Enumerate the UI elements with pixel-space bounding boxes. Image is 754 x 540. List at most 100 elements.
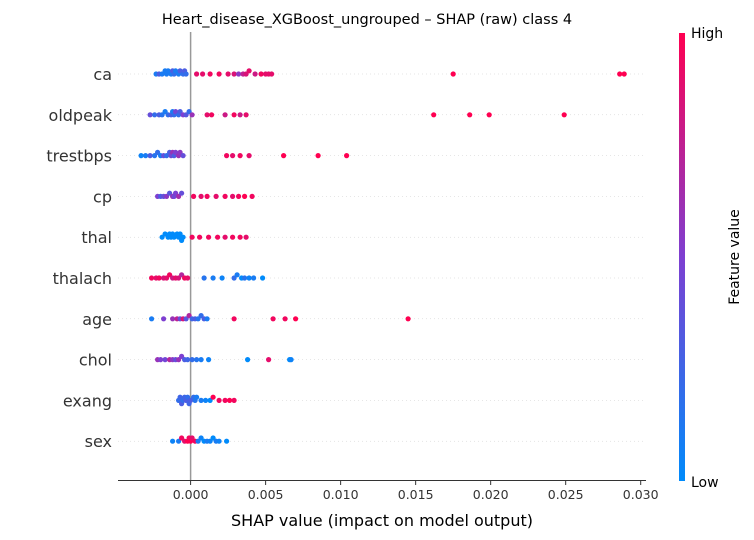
feature-label-exang: exang [63, 391, 112, 410]
shap-point-ca [200, 71, 206, 77]
shap-point-ca [450, 71, 456, 77]
shap-point-exang [194, 394, 200, 400]
shap-point-oldpeak [243, 112, 249, 118]
x-ticks: 0.000 0.005 0.010 0.015 0.020 0.025 0.030 [173, 480, 659, 502]
x-axis-label: SHAP value (impact on model output) [231, 511, 533, 530]
shap-point-thalach [219, 275, 225, 281]
shap-point-cp [230, 193, 236, 199]
x-tick-label: 0.005 [248, 487, 284, 502]
shap-point-thalach [251, 275, 257, 281]
shap-point-age [293, 316, 299, 322]
colorbar-high-label: High [691, 26, 723, 42]
x-tick-label: 0.030 [623, 487, 659, 502]
shap-point-oldpeak [222, 112, 228, 118]
shap-point-age [405, 316, 411, 322]
shap-point-exang [227, 397, 233, 403]
row-gridlines [118, 73, 646, 442]
shap-point-trestbps [281, 153, 287, 159]
shap-point-chol [206, 357, 212, 363]
shap-point-trestbps [138, 153, 144, 159]
shap-point-thalach [156, 275, 162, 281]
colorbar-title: Feature value [727, 209, 743, 305]
colorbar [679, 33, 685, 481]
points-layer [138, 68, 627, 444]
colorbar-low-label: Low [691, 475, 719, 491]
shap-point-trestbps [143, 153, 149, 159]
shap-point-cp [204, 193, 210, 199]
shap-point-chol [198, 357, 204, 363]
shap-point-ca [252, 71, 258, 77]
x-tick-label: 0.015 [398, 487, 434, 502]
shap-point-thal [222, 234, 228, 240]
shap-point-oldpeak [189, 112, 195, 118]
feature-labels: ca oldpeak trestbps cp thal thalach age chol exa… [46, 65, 112, 451]
shap-point-thalach [210, 275, 216, 281]
shap-point-sex [224, 438, 230, 444]
shap-point-oldpeak [152, 112, 158, 118]
shap-point-cp [191, 193, 197, 199]
shap-point-thalach [260, 275, 266, 281]
shap-point-thal [180, 234, 186, 240]
shap-point-oldpeak [237, 112, 243, 118]
feature-label-age: age [82, 310, 112, 329]
shap-point-ca [231, 71, 237, 77]
shap-point-thalach [185, 275, 191, 281]
feature-label-trestbps: trestbps [46, 147, 112, 166]
shap-point-thal [189, 234, 195, 240]
shap-point-sex [216, 438, 222, 444]
shap-point-exang [222, 397, 228, 403]
shap-point-ca [617, 71, 623, 77]
feature-label-chol: chol [79, 351, 112, 370]
shap-point-cp [213, 193, 219, 199]
shap-point-cp [242, 193, 248, 199]
shap-point-ca [225, 71, 231, 77]
shap-point-thalach [201, 275, 207, 281]
shap-point-trestbps [344, 153, 350, 159]
shap-point-sex [170, 438, 176, 444]
shap-point-age [204, 316, 210, 322]
shap-point-chol [194, 357, 200, 363]
shap-point-oldpeak [431, 112, 437, 118]
shap-point-thal [230, 234, 236, 240]
shap-point-trestbps [230, 153, 236, 159]
chart-title: Heart_disease_XGBoost_ungrouped – SHAP (… [162, 12, 572, 28]
feature-label-oldpeak: oldpeak [49, 106, 113, 125]
feature-label-thal: thal [81, 228, 112, 247]
shap-point-thal [243, 234, 249, 240]
shap-point-exang [210, 394, 216, 400]
shap-point-cp [222, 193, 228, 199]
feature-label-ca: ca [93, 65, 112, 84]
shap-point-age [270, 316, 276, 322]
shap-point-thalach [234, 272, 240, 278]
x-tick-label: 0.010 [323, 487, 359, 502]
shap-point-chol [158, 357, 164, 363]
shap-point-chol [185, 357, 191, 363]
shap-point-chol [288, 357, 294, 363]
shap-point-ca [216, 71, 222, 77]
shap-point-trestbps [246, 153, 252, 159]
shap-point-chol [245, 357, 251, 363]
shap-point-ca [269, 71, 275, 77]
shap-point-ca [246, 68, 252, 74]
shap-point-exang [198, 397, 204, 403]
shap-point-ca [207, 71, 213, 77]
x-tick-label: 0.000 [173, 487, 209, 502]
feature-label-thalach: thalach [53, 269, 112, 288]
shap-point-exang [203, 397, 209, 403]
shap-point-trestbps [147, 153, 153, 159]
feature-label-sex: sex [85, 432, 112, 451]
shap-point-ca [183, 71, 189, 77]
shap-point-age [161, 316, 167, 322]
shap-point-thal [215, 234, 221, 240]
shap-point-chol [266, 357, 272, 363]
shap-point-age [231, 316, 237, 322]
shap-point-oldpeak [147, 112, 153, 118]
shap-point-trestbps [315, 153, 321, 159]
shap-point-oldpeak [209, 112, 215, 118]
shap-point-cp [179, 190, 185, 196]
shap-point-cp [198, 193, 204, 199]
shap-point-chol [189, 357, 195, 363]
shap-point-thalach [149, 275, 155, 281]
shap-point-trestbps [180, 153, 186, 159]
